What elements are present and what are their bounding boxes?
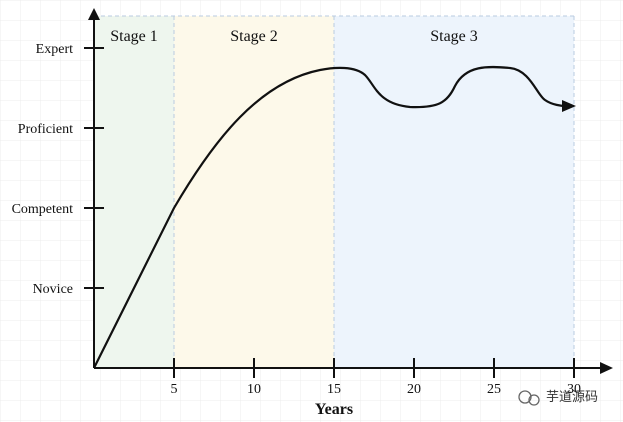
x-tick-label-10: 10 [247, 382, 261, 397]
stage-2-label: Stage 2 [230, 28, 278, 45]
y-label-competent: Competent [12, 202, 74, 217]
wechat-icon [518, 390, 540, 406]
stage-2-band [174, 16, 334, 368]
stage-3-band [334, 16, 574, 368]
x-axis-title: Years [315, 401, 353, 418]
skill-progression-curve [93, 65, 567, 369]
watermark-text: 芋道源码 [546, 390, 598, 405]
y-label-novice: Novice [33, 282, 73, 297]
y-label-expert: Expert [36, 42, 73, 57]
stage-1-band [94, 16, 174, 368]
y-axis-arrowhead [88, 8, 100, 20]
stage-3-label: Stage 3 [430, 28, 478, 45]
x-tick-label-25: 25 [487, 382, 501, 397]
curve-arrowhead [562, 100, 576, 112]
y-label-proficient: Proficient [18, 122, 73, 137]
watermark: 芋道源码 [518, 390, 598, 406]
x-tick-label-15: 15 [327, 382, 341, 397]
x-tick-label-20: 20 [407, 382, 421, 397]
x-axis-arrowhead [600, 362, 613, 374]
x-tick-label-5: 5 [171, 382, 178, 397]
x-tick-label-30: 30 [567, 382, 581, 397]
stage-1-label: Stage 1 [110, 28, 158, 45]
